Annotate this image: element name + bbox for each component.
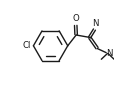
Text: Cl: Cl — [22, 41, 31, 50]
Text: N: N — [107, 49, 113, 58]
Text: N: N — [92, 19, 98, 28]
Text: O: O — [72, 14, 79, 23]
